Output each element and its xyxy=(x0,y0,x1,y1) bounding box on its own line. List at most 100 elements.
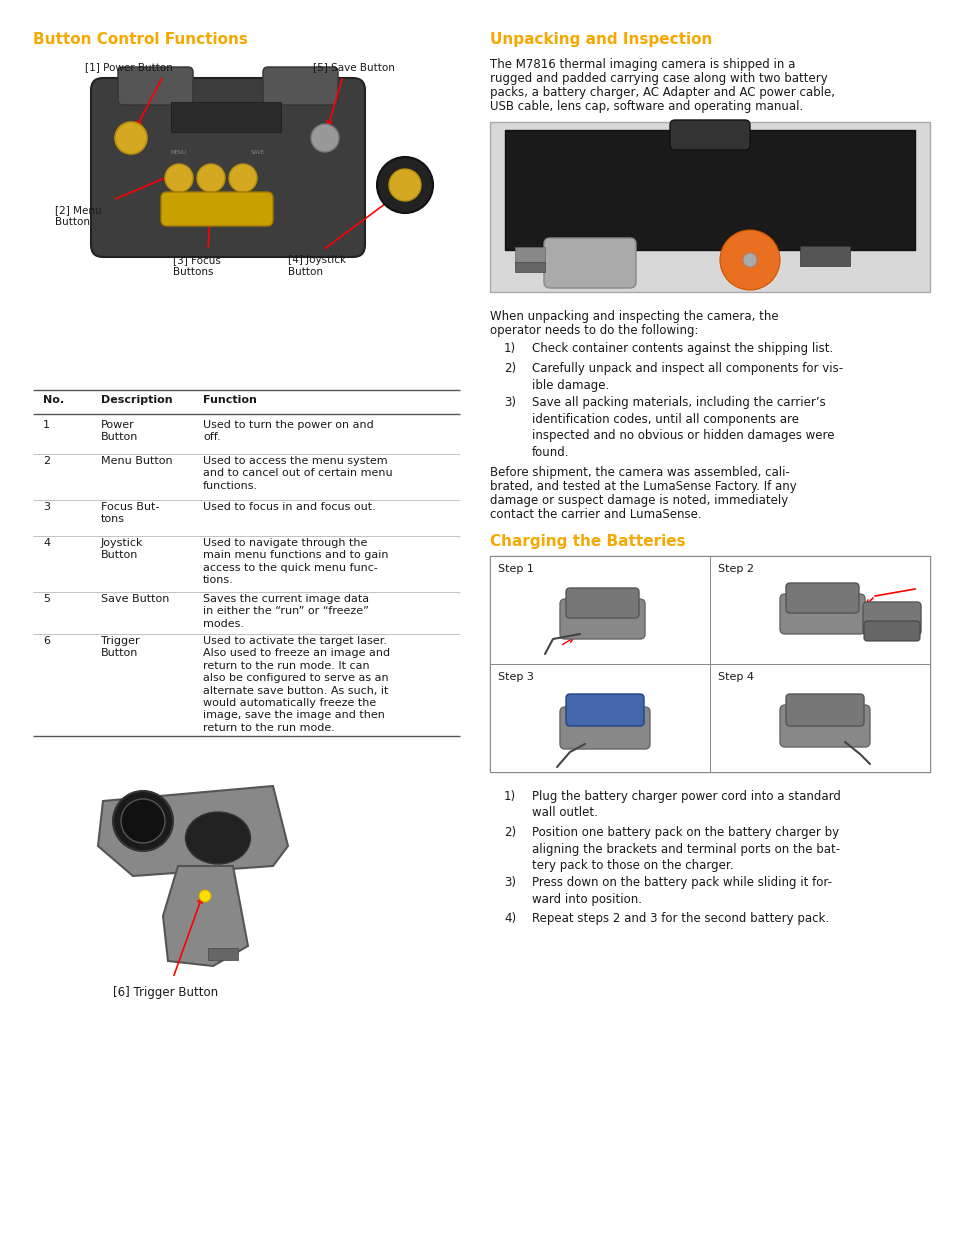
Text: 5: 5 xyxy=(43,594,50,604)
Text: SAVE: SAVE xyxy=(251,149,265,156)
Text: The M7816 thermal imaging camera is shipped in a: The M7816 thermal imaging camera is ship… xyxy=(490,58,795,70)
Text: 4: 4 xyxy=(43,538,51,548)
FancyBboxPatch shape xyxy=(565,588,639,618)
Text: When unpacking and inspecting the camera, the: When unpacking and inspecting the camera… xyxy=(490,310,778,324)
Text: 2): 2) xyxy=(503,826,516,839)
Text: Save Button: Save Button xyxy=(101,594,170,604)
Text: Used to activate the target laser.
Also used to freeze an image and
return to th: Used to activate the target laser. Also … xyxy=(203,636,390,732)
Text: Used to access the menu system
and to cancel out of certain menu
functions.: Used to access the menu system and to ca… xyxy=(203,456,393,490)
Text: 6: 6 xyxy=(43,636,50,646)
FancyBboxPatch shape xyxy=(785,694,863,726)
FancyBboxPatch shape xyxy=(490,556,709,664)
Text: operator needs to do the following:: operator needs to do the following: xyxy=(490,324,698,337)
Text: Button Control Functions: Button Control Functions xyxy=(33,32,248,47)
Circle shape xyxy=(165,164,193,191)
Text: Used to navigate through the
main menu functions and to gain
access to the quick: Used to navigate through the main menu f… xyxy=(203,538,388,585)
Text: USB cable, lens cap, software and operating manual.: USB cable, lens cap, software and operat… xyxy=(490,100,802,112)
Circle shape xyxy=(389,169,420,201)
Text: Description: Description xyxy=(101,395,172,405)
FancyBboxPatch shape xyxy=(118,67,193,105)
FancyBboxPatch shape xyxy=(263,67,337,105)
Text: Plug the battery charger power cord into a standard
wall outlet.: Plug the battery charger power cord into… xyxy=(532,790,840,820)
Text: 3): 3) xyxy=(503,396,516,409)
Text: 3): 3) xyxy=(503,876,516,889)
FancyBboxPatch shape xyxy=(504,130,914,249)
FancyBboxPatch shape xyxy=(565,694,643,726)
Text: Focus But-
tons: Focus But- tons xyxy=(101,501,159,525)
Text: 2: 2 xyxy=(43,456,51,466)
FancyBboxPatch shape xyxy=(161,191,273,226)
FancyBboxPatch shape xyxy=(515,247,544,266)
Text: Function: Function xyxy=(203,395,256,405)
Text: contact the carrier and LumaSense.: contact the carrier and LumaSense. xyxy=(490,508,700,521)
Text: 3: 3 xyxy=(43,501,50,513)
FancyBboxPatch shape xyxy=(208,948,237,960)
Circle shape xyxy=(229,164,256,191)
Text: Trigger
Button: Trigger Button xyxy=(101,636,139,658)
FancyBboxPatch shape xyxy=(709,556,929,664)
Text: Joystick
Button: Joystick Button xyxy=(101,538,143,561)
FancyBboxPatch shape xyxy=(862,601,920,635)
FancyBboxPatch shape xyxy=(515,262,544,272)
Text: Step 3: Step 3 xyxy=(497,672,534,682)
Text: Used to turn the power on and
off.: Used to turn the power on and off. xyxy=(203,420,374,442)
Text: [3] Focus
Buttons: [3] Focus Buttons xyxy=(172,254,221,278)
Text: Used to focus in and focus out.: Used to focus in and focus out. xyxy=(203,501,375,513)
Text: rugged and padded carrying case along with two battery: rugged and padded carrying case along wi… xyxy=(490,72,827,85)
Text: damage or suspect damage is noted, immediately: damage or suspect damage is noted, immed… xyxy=(490,494,787,508)
Circle shape xyxy=(376,157,433,212)
FancyBboxPatch shape xyxy=(785,583,858,613)
Text: MENU: MENU xyxy=(171,149,187,156)
FancyBboxPatch shape xyxy=(171,103,281,132)
FancyBboxPatch shape xyxy=(91,78,365,257)
Text: Repeat steps 2 and 3 for the second battery pack.: Repeat steps 2 and 3 for the second batt… xyxy=(532,911,828,925)
Text: Power
Button: Power Button xyxy=(101,420,138,442)
FancyBboxPatch shape xyxy=(490,122,929,291)
Text: 1: 1 xyxy=(43,420,50,430)
Circle shape xyxy=(199,890,211,902)
Circle shape xyxy=(720,230,780,290)
Text: brated, and tested at the LumaSense Factory. If any: brated, and tested at the LumaSense Fact… xyxy=(490,480,796,493)
Text: Carefully unpack and inspect all components for vis-
ible damage.: Carefully unpack and inspect all compone… xyxy=(532,362,842,391)
FancyBboxPatch shape xyxy=(863,621,919,641)
Text: M7800: M7800 xyxy=(177,114,206,124)
FancyBboxPatch shape xyxy=(780,594,864,634)
Text: Press down on the battery pack while sliding it for-
ward into position.: Press down on the battery pack while sli… xyxy=(532,876,831,905)
Text: Charging the Batteries: Charging the Batteries xyxy=(490,534,685,550)
Text: packs, a battery charger, AC Adapter and AC power cable,: packs, a battery charger, AC Adapter and… xyxy=(490,86,834,99)
Text: No.: No. xyxy=(43,395,64,405)
Text: Saves the current image data
in either the “run” or “freeze”
modes.: Saves the current image data in either t… xyxy=(203,594,369,629)
Text: [2] Menu
Button: [2] Menu Button xyxy=(55,205,102,227)
Text: 4): 4) xyxy=(503,911,516,925)
Text: Unpacking and Inspection: Unpacking and Inspection xyxy=(490,32,712,47)
Text: Step 2: Step 2 xyxy=(718,564,753,574)
Circle shape xyxy=(196,164,225,191)
FancyBboxPatch shape xyxy=(490,664,709,772)
Text: Menu Button: Menu Button xyxy=(101,456,172,466)
Circle shape xyxy=(121,799,165,844)
FancyBboxPatch shape xyxy=(490,556,929,772)
FancyBboxPatch shape xyxy=(780,705,869,747)
Text: [5] Save Button: [5] Save Button xyxy=(313,62,395,72)
FancyBboxPatch shape xyxy=(669,120,749,149)
Text: Check container contents against the shipping list.: Check container contents against the shi… xyxy=(532,342,832,354)
Text: [1] Power Button: [1] Power Button xyxy=(85,62,172,72)
Circle shape xyxy=(112,790,172,851)
Text: 1): 1) xyxy=(503,790,516,803)
Text: Save all packing materials, including the carrier’s
identification codes, until : Save all packing materials, including th… xyxy=(532,396,834,458)
Polygon shape xyxy=(163,866,248,966)
Text: Step 1: Step 1 xyxy=(497,564,534,574)
FancyBboxPatch shape xyxy=(543,238,636,288)
Circle shape xyxy=(742,253,757,267)
Text: MIKRON: MIKRON xyxy=(177,103,213,112)
Circle shape xyxy=(311,124,338,152)
Text: Before shipment, the camera was assembled, cali-: Before shipment, the camera was assemble… xyxy=(490,466,789,479)
Text: [6] Trigger Button: [6] Trigger Button xyxy=(112,986,218,999)
FancyBboxPatch shape xyxy=(559,706,649,748)
Text: 1): 1) xyxy=(503,342,516,354)
FancyBboxPatch shape xyxy=(709,664,929,772)
Text: Step 4: Step 4 xyxy=(718,672,753,682)
Text: Position one battery pack on the battery charger by
aligning the brackets and te: Position one battery pack on the battery… xyxy=(532,826,840,872)
Polygon shape xyxy=(98,785,288,876)
Text: 2): 2) xyxy=(503,362,516,375)
